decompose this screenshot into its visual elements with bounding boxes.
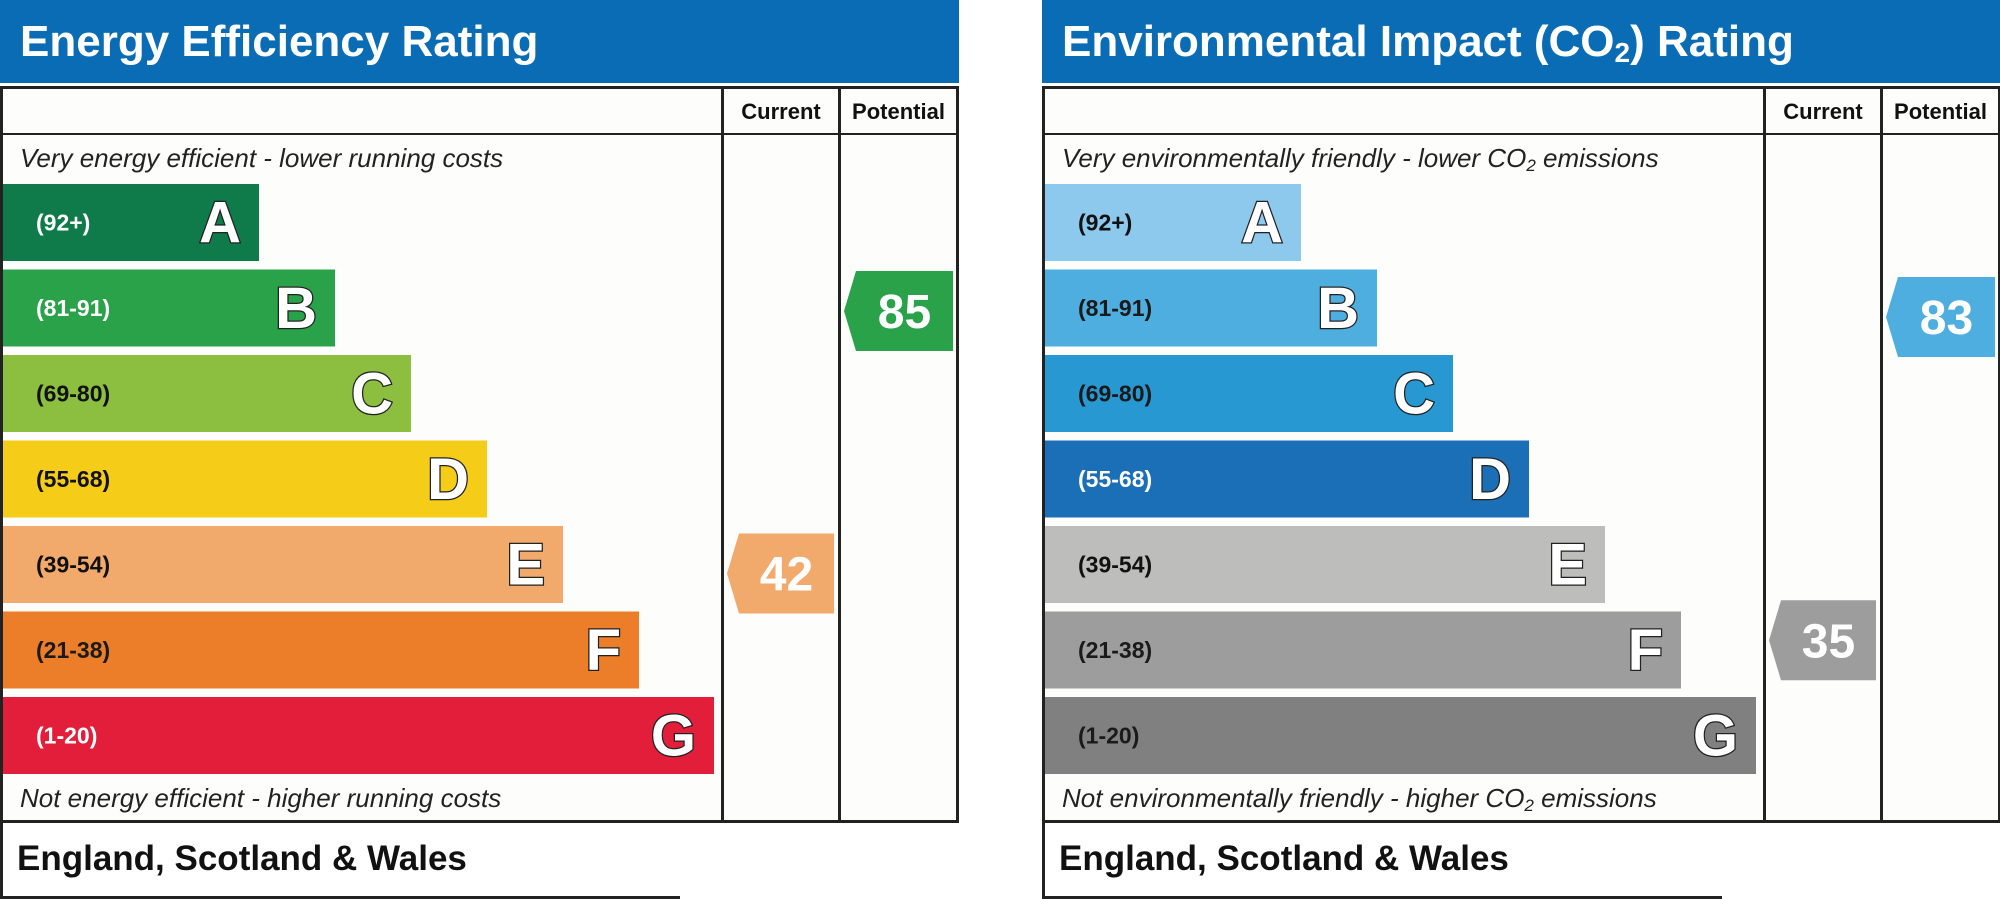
rating-band-b: (81-91) B <box>3 269 335 347</box>
rating-band-bar <box>1045 184 1301 261</box>
current-rating-arrow-value: 35 <box>1802 615 1855 668</box>
rating-band-bar <box>1045 355 1453 432</box>
rating-band-range: (81-91) <box>36 295 110 321</box>
rating-band-a: (92+) A <box>1045 184 1301 261</box>
rating-band-f: (21-38) F <box>3 611 639 689</box>
current-rating-arrow-shape <box>727 533 834 614</box>
rating-band-bar <box>3 184 259 261</box>
rating-band-range: (92+) <box>36 210 90 236</box>
rating-band-bar <box>3 269 335 347</box>
rating-band-e: (39-54) E <box>1045 526 1605 603</box>
rating-band-letter: G <box>651 704 696 769</box>
rating-band-range: (39-54) <box>1078 552 1152 578</box>
potential-rating-arrow: 85 <box>844 271 953 351</box>
rating-band-letter: C <box>1393 362 1435 427</box>
current-column-header: Current <box>741 99 821 124</box>
rating-band-bar <box>3 697 714 774</box>
rating-band-a: (92+) A <box>3 184 259 261</box>
rating-band-bar <box>1045 269 1377 347</box>
panel-title: Energy Efficiency Rating <box>0 0 959 83</box>
rating-band-bar <box>1045 697 1756 774</box>
rating-band-letter: A <box>1241 191 1283 256</box>
rating-band-letter: G <box>1693 704 1738 769</box>
rating-band-c: (69-80) C <box>1045 355 1453 432</box>
rating-band-range: (69-80) <box>1078 381 1152 407</box>
header-divider <box>0 133 959 135</box>
rating-band-letter: F <box>586 618 621 683</box>
rating-band-letter: E <box>506 533 545 598</box>
current-rating-arrow-shape <box>1769 600 1876 681</box>
rating-band-range: (21-38) <box>1078 637 1152 663</box>
rating-band-range: (1-20) <box>1078 723 1139 749</box>
current-rating-arrow: 35 <box>1769 600 1876 681</box>
column-divider <box>1763 86 1766 823</box>
rating-band-letter: A <box>199 191 241 256</box>
potential-rating-arrow-shape <box>1886 277 1995 357</box>
rating-band-bar <box>3 526 563 603</box>
rating-band-range: (39-54) <box>36 552 110 578</box>
current-rating-arrow-value: 42 <box>760 549 813 602</box>
rating-band-range: (21-38) <box>36 637 110 663</box>
bottom-caption: Not environmentally friendly - higher CO… <box>1062 783 1657 815</box>
rating-band-d: (55-68) D <box>3 440 487 518</box>
header-divider <box>1042 133 2000 135</box>
rating-band-g: (1-20) G <box>1045 697 1756 774</box>
potential-column-header: Potential <box>852 99 945 124</box>
current-column-header: Current <box>1783 99 1863 124</box>
region-label: England, Scotland & Wales <box>1042 823 1722 899</box>
rating-band-e: (39-54) E <box>3 526 563 603</box>
rating-band-bar <box>3 440 487 518</box>
potential-rating-arrow-shape <box>844 271 953 351</box>
rating-band-letter: D <box>1469 447 1511 512</box>
rating-band-letter: D <box>427 447 469 512</box>
current-rating-arrow: 42 <box>727 533 834 614</box>
rating-chart: (92+) A (81-91) B (69-80) C (55-68) D (39-54) E (2… <box>1045 184 1995 774</box>
energy-efficiency-panel: Energy Efficiency Rating Current Potenti… <box>0 0 959 899</box>
potential-rating-arrow: 83 <box>1886 277 1995 357</box>
rating-chart: (92+) A (81-91) B (69-80) C (55-68) D (39-54) E (2… <box>3 184 953 774</box>
potential-rating-arrow-value: 85 <box>878 286 931 339</box>
rating-band-range: (69-80) <box>36 381 110 407</box>
column-divider <box>721 86 724 823</box>
rating-band-range: (1-20) <box>36 723 97 749</box>
rating-band-letter: F <box>1628 618 1663 683</box>
top-caption: Very energy efficient - lower running co… <box>20 143 504 173</box>
rating-band-letter: B <box>275 276 317 341</box>
rating-band-d: (55-68) D <box>1045 440 1529 518</box>
top-caption: Very environmentally friendly - lower CO… <box>1062 143 1659 175</box>
rating-band-bar <box>3 611 639 689</box>
bottom-caption: Not energy efficient - higher running co… <box>20 783 502 813</box>
rating-band-range: (55-68) <box>1078 466 1152 492</box>
rating-band-letter: E <box>1548 533 1587 598</box>
potential-rating-arrow-value: 83 <box>1920 292 1973 345</box>
column-divider <box>838 86 841 823</box>
rating-band-g: (1-20) G <box>3 697 714 774</box>
rating-band-f: (21-38) F <box>1045 611 1681 689</box>
rating-band-letter: B <box>1317 276 1359 341</box>
rating-band-bar <box>1045 611 1681 689</box>
rating-band-b: (81-91) B <box>1045 269 1377 347</box>
environmental-impact-panel: Environmental Impact (CO2) Rating Curren… <box>1042 0 2000 899</box>
rating-band-bar <box>3 355 411 432</box>
potential-column-header: Potential <box>1894 99 1987 124</box>
rating-band-range: (92+) <box>1078 210 1132 236</box>
rating-band-bar <box>1045 440 1529 518</box>
column-divider <box>1880 86 1883 823</box>
rating-band-bar <box>1045 526 1605 603</box>
panel-title: Environmental Impact (CO2) Rating <box>1042 0 2000 83</box>
region-label: England, Scotland & Wales <box>0 823 680 899</box>
rating-band-letter: C <box>351 362 393 427</box>
rating-band-range: (55-68) <box>36 466 110 492</box>
rating-band-range: (81-91) <box>1078 295 1152 321</box>
rating-band-c: (69-80) C <box>3 355 411 432</box>
